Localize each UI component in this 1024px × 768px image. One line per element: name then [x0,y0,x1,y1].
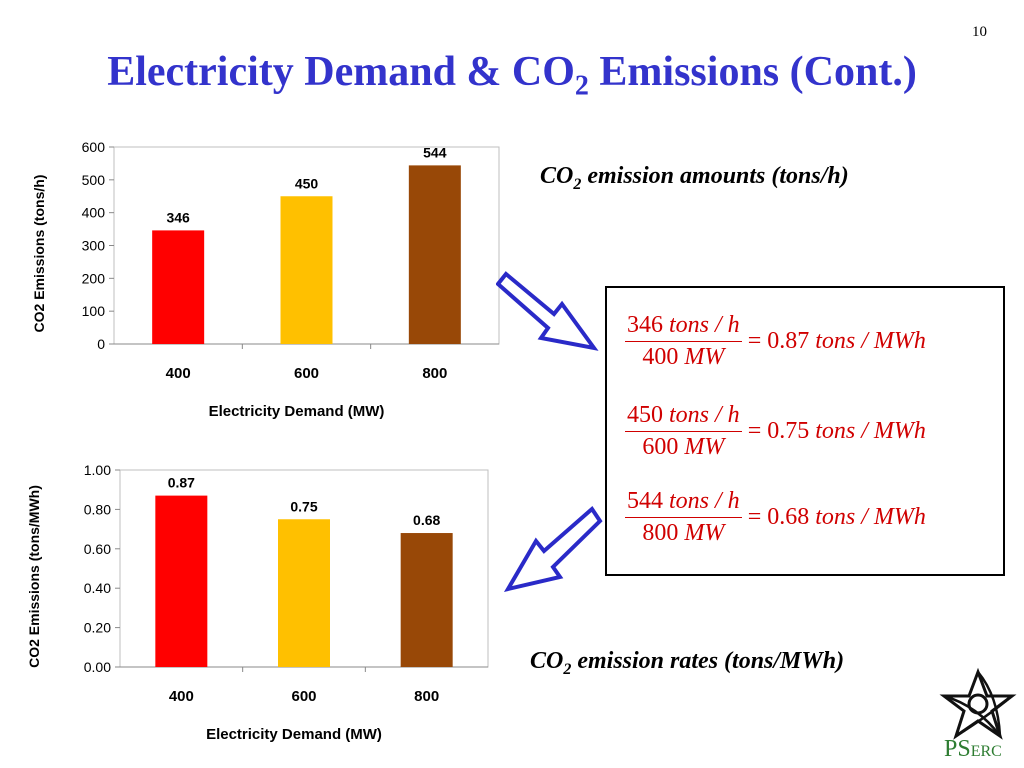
y-tick-label: 0.80 [84,501,111,517]
fraction: 544 tons / h 800 MW [625,488,742,547]
data-label: 544 [423,144,447,160]
y-tick-label: 0 [97,336,105,352]
y-axis-title: CO2 Emissions (tons/MWh) [26,485,42,668]
x-tick-label: 800 [414,688,439,705]
fraction: 346 tons / h 400 MW [625,312,742,371]
y-tick-label: 400 [82,205,106,221]
arrow-down-right-icon [496,271,599,351]
equation-result: = 0.68 tons / MWh [748,504,926,531]
caption-amounts-sub: 2 [573,175,582,193]
arrow-down-left-icon [503,505,603,592]
equation-2: 450 tons / h 600 MW = 0.75 tons / MWh [625,402,926,461]
caption-amounts-post: emission amounts (tons/h) [581,163,849,189]
emission-amounts-caption: CO2 emission amounts (tons/h) [540,163,849,194]
y-tick-label: 0.20 [84,620,111,636]
result-value: = 0.75 [747,418,810,444]
x-tick-label: 400 [169,688,194,705]
numerator-unit: tons / h [669,402,740,428]
denominator: 400 MW [640,342,726,371]
bar [155,495,208,667]
y-tick-label: 300 [82,238,106,254]
denominator-value: 600 [642,434,679,460]
result-value: = 0.87 [747,328,810,354]
data-label: 0.87 [168,475,195,491]
equation-result: = 0.87 tons / MWh [748,328,926,355]
emission-rates-chart: 0.00 0.20 0.40 0.60 0.80 1.00 0.87 400 0.75 600 0.… [25,458,500,748]
y-tick-label: 1.00 [84,462,111,478]
result-unit: tons / MWh [815,504,926,530]
emission-amounts-chart-svg: 0 100 200 300 400 500 600 346 400 450 600 544 800 Ele… [31,139,500,420]
x-tick-label: 600 [294,365,319,382]
bar [278,519,330,667]
title-subscript: 2 [574,70,589,102]
data-label: 0.75 [290,498,317,514]
caption-rates-sub: 2 [563,660,572,678]
numerator: 346 tons / h [625,312,742,342]
title-text-pre: Electricity Demand & CO [107,49,575,95]
bar [280,196,333,344]
y-tick-label: 100 [82,303,106,319]
denominator-value: 400 [642,344,679,370]
x-tick-label: 600 [291,688,316,705]
y-tick-label: 0.40 [84,580,111,596]
data-label: 0.68 [413,512,440,528]
bar [152,230,205,344]
numerator-value: 544 [627,488,663,514]
bar [400,533,453,667]
denominator-unit: MW [684,344,725,370]
title-text-post: Emissions (Cont.) [588,49,917,95]
emission-rates-caption: CO2 emission rates (tons/MWh) [530,648,844,679]
denominator: 800 MW [640,518,726,547]
slide-number: 10 [972,24,987,40]
result-value: = 0.68 [747,504,810,530]
bar [408,165,461,344]
logo-text-small: ERC [970,743,1002,760]
denominator: 600 MW [640,432,726,461]
result-unit: tons / MWh [815,418,926,444]
data-label: 346 [166,209,190,225]
emission-amounts-chart: 0 100 200 300 400 500 600 346 400 450 600 544 800 Ele… [30,135,510,425]
emission-rates-chart-svg: 0.00 0.20 0.40 0.60 0.80 1.00 0.87 400 0.75 600 0.… [26,462,489,743]
y-tick-label: 0.60 [84,541,111,557]
result-unit: tons / MWh [815,328,926,354]
denominator-unit: MW [684,520,725,546]
x-axis-title: Electricity Demand (MW) [209,403,385,420]
star-logo-icon [939,667,1017,740]
equation-1: 346 tons / h 400 MW = 0.87 tons / MWh [625,312,926,371]
x-tick-label: 400 [166,365,191,382]
y-tick-label: 200 [82,270,106,286]
logo-text: PSERC [944,736,1002,763]
slide-title: Electricity Demand & CO2 Emissions (Cont… [0,48,1024,102]
denominator-value: 800 [642,520,679,546]
x-axis-title: Electricity Demand (MW) [206,726,382,743]
equation-result: = 0.75 tons / MWh [748,418,926,445]
caption-amounts-pre: CO [540,163,574,189]
y-tick-label: 500 [82,172,106,188]
denominator-unit: MW [684,434,725,460]
y-tick-label: 600 [82,139,106,155]
equation-box: 346 tons / h 400 MW = 0.87 tons / MWh 45… [605,286,1005,576]
y-tick-label: 0.00 [84,659,111,675]
x-tick-label: 800 [422,365,447,382]
numerator-unit: tons / h [669,488,740,514]
numerator: 544 tons / h [625,488,742,518]
numerator-value: 450 [627,402,663,428]
numerator-value: 346 [627,312,663,338]
y-axis-title: CO2 Emissions (tons/h) [31,175,47,333]
caption-rates-pre: CO [530,648,564,674]
data-label: 450 [295,175,319,191]
equation-3: 544 tons / h 800 MW = 0.68 tons / MWh [625,488,926,547]
numerator: 450 tons / h [625,402,742,432]
numerator-unit: tons / h [669,312,740,338]
logo-text-large: PS [944,736,971,762]
fraction: 450 tons / h 600 MW [625,402,742,461]
caption-rates-post: emission rates (tons/MWh) [571,648,845,674]
